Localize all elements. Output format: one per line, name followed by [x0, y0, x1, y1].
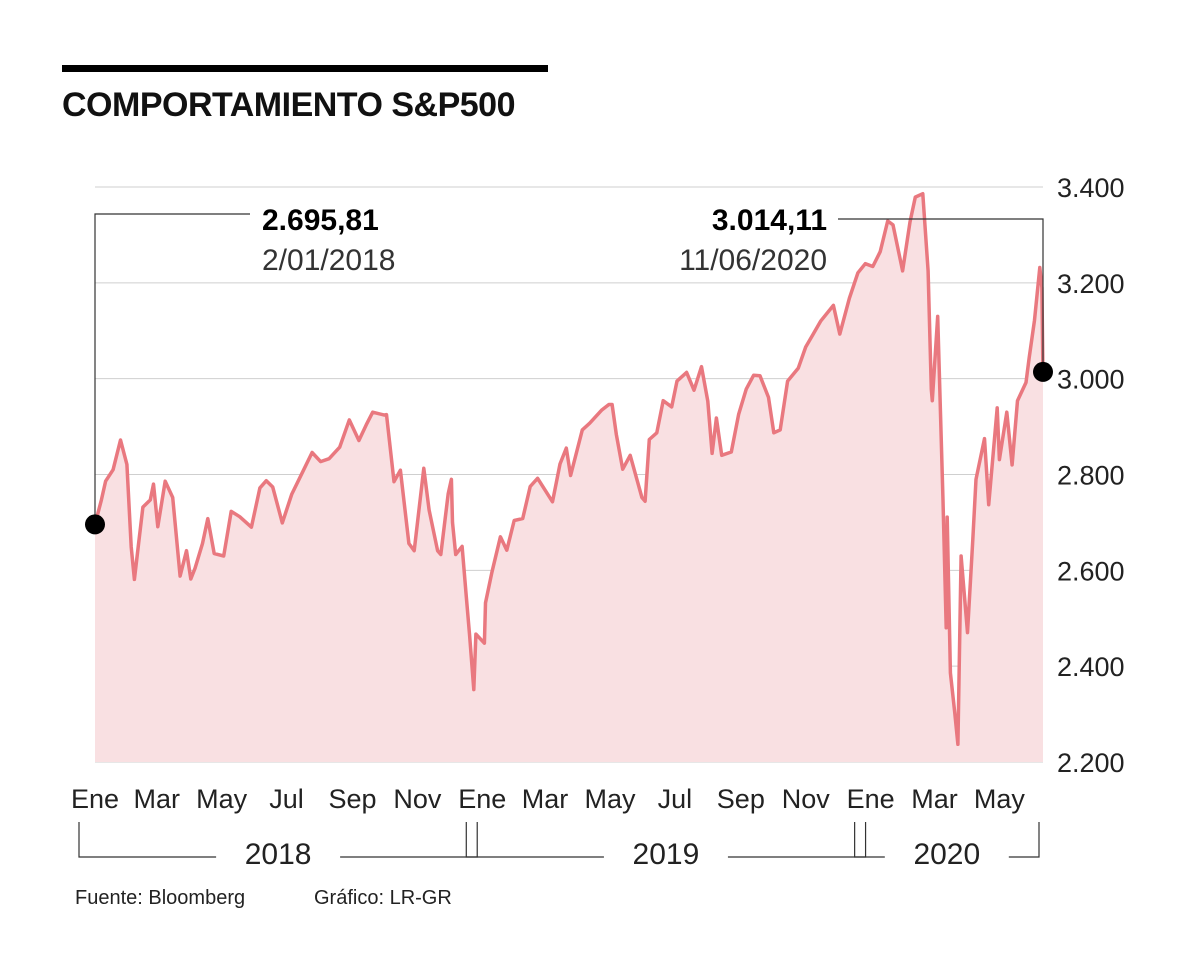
- annotation-value: 2.695,81: [262, 204, 379, 237]
- x-tick-label: Mar: [911, 784, 958, 814]
- start-marker: [85, 514, 105, 535]
- year-label: 2018: [245, 838, 312, 871]
- x-tick-label: Mar: [133, 784, 180, 814]
- y-tick-label: 3.200: [1057, 269, 1125, 299]
- annotation-leader: [94, 213, 250, 525]
- end-marker: [1033, 361, 1053, 382]
- x-tick-label: Ene: [847, 784, 895, 814]
- year-bracket-right: [1008, 822, 1040, 858]
- x-tick-label: Ene: [458, 784, 506, 814]
- year-bracket-left: [465, 822, 604, 858]
- x-tick-label: Jul: [658, 784, 693, 814]
- source-note: Fuente: Bloomberg: [75, 887, 246, 909]
- x-tick-label: Nov: [782, 784, 831, 814]
- y-tick-label: 3.400: [1057, 173, 1125, 203]
- y-tick-label: 2.800: [1057, 461, 1125, 491]
- x-axis-labels: Ene Mar May Jul Sep Nov Ene Mar May Jul Sep Nov Ene M…: [71, 784, 1025, 814]
- x-tick-label: May: [584, 784, 636, 814]
- x-tick-label: Mar: [522, 784, 569, 814]
- x-tick-label: May: [196, 784, 248, 814]
- x-tick-label: Sep: [328, 784, 376, 814]
- x-tick-label: Nov: [393, 784, 442, 814]
- x-tick-label: May: [974, 784, 1026, 814]
- series-line: [93, 191, 1045, 747]
- y-tick-label: 3.000: [1057, 365, 1125, 395]
- y-axis-labels: 3.400 3.200 3.000 2.800 2.600 2.400 2.200: [1057, 173, 1125, 778]
- annotation-date: 11/06/2020: [679, 244, 827, 277]
- y-tick-label: 2.200: [1057, 748, 1125, 778]
- x-tick-label: Jul: [269, 784, 304, 814]
- annotations: 2.695,81 2/01/2018 3.014,11 11/06/2020: [85, 204, 1053, 535]
- annotation-leader: [838, 218, 1044, 372]
- year-brackets: 2018 2019 2020: [78, 822, 1040, 871]
- year-bracket-right: [727, 822, 867, 858]
- annotation-value: 3.014,11: [712, 204, 827, 237]
- chart-title: COMPORTAMIENTO S&P500: [62, 86, 515, 124]
- y-tick-label: 2.400: [1057, 652, 1125, 682]
- credit-note: Gráfico: LR-GR: [314, 887, 452, 909]
- x-tick-label: Ene: [71, 784, 119, 814]
- year-bracket-left: [78, 822, 217, 858]
- year-label: 2019: [633, 838, 700, 871]
- annotation-date: 2/01/2018: [262, 244, 395, 277]
- year-label: 2020: [913, 838, 980, 871]
- x-tick-label: Sep: [717, 784, 765, 814]
- title-rule: [62, 65, 548, 72]
- year-bracket-right: [340, 822, 478, 858]
- series-area: [95, 193, 1043, 762]
- year-bracket-left: [854, 822, 885, 858]
- y-tick-label: 2.600: [1057, 556, 1125, 586]
